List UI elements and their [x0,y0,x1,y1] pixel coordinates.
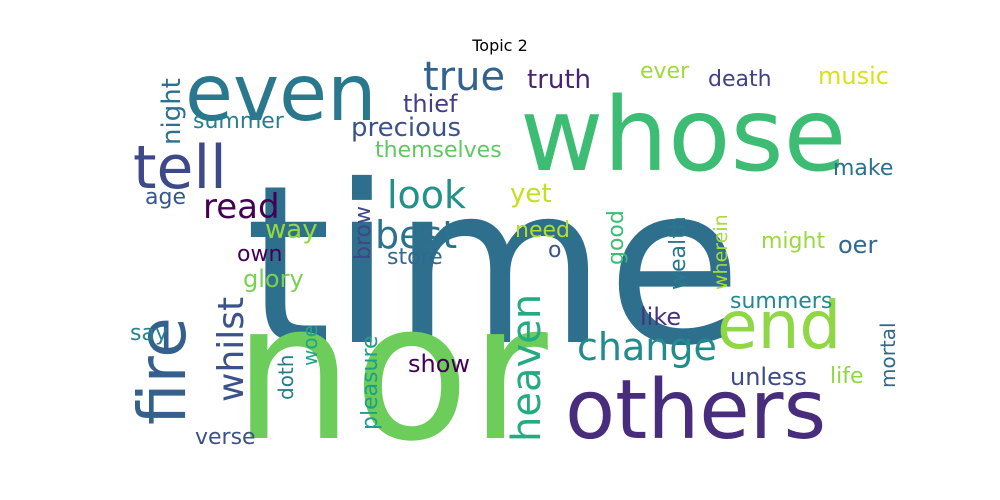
word-nor: nor [233,262,549,449]
word-own: own [237,242,282,267]
word-make: make [833,156,893,181]
word-say: say [130,321,168,346]
word-might: might [761,229,825,254]
word-music: music [818,62,889,90]
word-brow: brow [351,206,376,260]
word-tell: tell [133,133,227,203]
word-summer: summer [193,109,285,134]
word-like: like [640,303,681,331]
word-woe: woe [298,325,322,366]
word-oer: oer [838,231,877,259]
word-true: true [423,60,505,100]
word-time: time [245,138,742,394]
word-end: end [717,287,841,364]
word-good: good [604,210,629,265]
word-best: best [375,213,457,257]
word-themselves: themselves [375,138,502,163]
word-yet: yet [510,179,552,209]
word-whose: whose [520,76,846,195]
word-life: life [830,364,864,389]
word-age: age [145,185,186,210]
word-others: others [565,363,826,449]
word-heaven: heaven [504,294,550,442]
word-change: change [577,325,717,369]
word-wherein: wherein [710,214,732,290]
word-read: read [203,187,280,227]
word-o: o [548,238,561,263]
word-glory: glory [243,265,304,293]
word-doth: doth [274,355,298,400]
word-store: store [387,245,443,270]
word-ever: ever [640,60,690,84]
word-unless: unless [730,363,807,391]
word-pleasure: pleasure [358,335,383,430]
word-look: look [387,173,466,217]
word-whilst: whilst [211,297,252,402]
word-truth: truth [527,65,591,95]
word-wealth: wealth [666,216,691,290]
word-verse: verse [195,425,256,449]
word-even: even [185,60,377,139]
word-summers: summers [730,289,832,314]
word-thief: thief [403,90,458,118]
word-fire: fire [125,317,201,425]
chart-title: Topic 2 [472,36,528,55]
word-way: way [265,215,318,245]
word-need: need [515,218,570,243]
word-mortal: mortal [876,322,900,388]
word-death: death [708,67,772,92]
word-cloud: time nor whose even others end fire tell true hea… [125,60,900,449]
word-precious: precious [351,113,461,143]
word-show: show [408,350,470,378]
word-night: night [157,78,187,145]
